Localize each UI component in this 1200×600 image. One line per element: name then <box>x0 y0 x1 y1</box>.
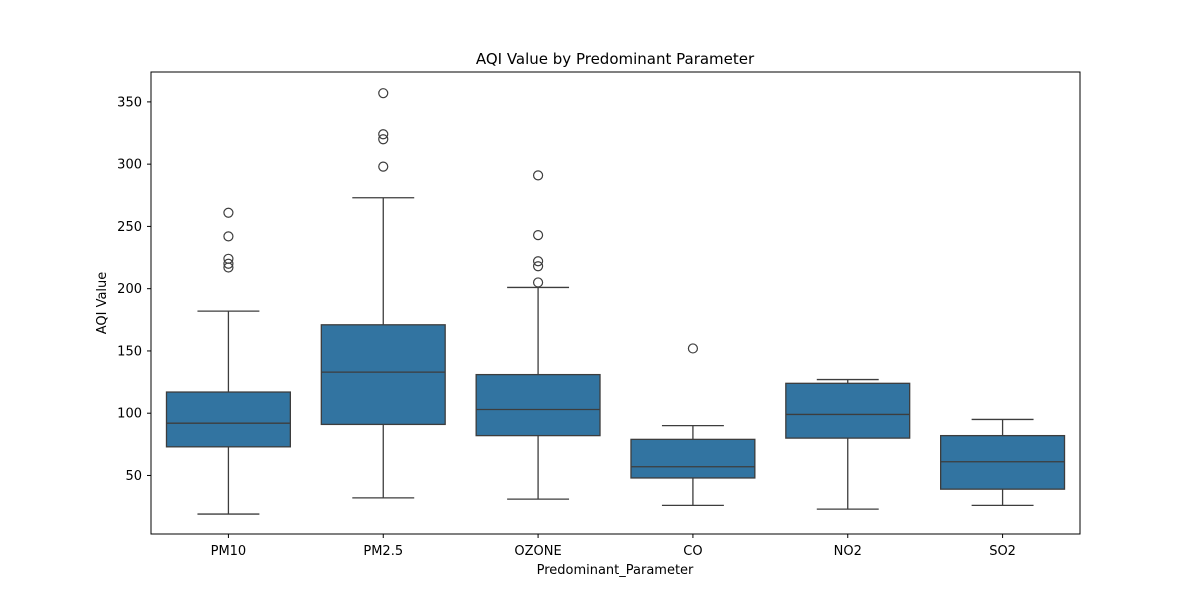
x-tick-label: CO <box>683 544 702 559</box>
chart-title: AQI Value by Predominant Parameter <box>476 50 755 68</box>
x-tick-label: NO2 <box>834 544 862 559</box>
outlier-point <box>223 253 234 264</box>
y-tick-label: 200 <box>117 282 142 297</box>
y-tick-label: 100 <box>117 407 142 422</box>
outlier-point <box>687 343 699 354</box>
plot-area <box>165 88 1066 515</box>
box-group-co <box>630 343 756 507</box>
x-axis-ticks: PM10 PM2.5 OZONE CO NO2 SO2 <box>211 534 1016 559</box>
y-tick-label: 250 <box>117 220 142 235</box>
box-group-pm25 <box>320 88 446 499</box>
outlier-point <box>223 231 234 242</box>
outlier-point <box>378 161 389 172</box>
x-axis-label: Predominant_Parameter <box>537 563 694 578</box>
axes-frame <box>150 71 1081 535</box>
box-group-ozone <box>475 170 601 500</box>
y-tick-label: 300 <box>117 158 142 173</box>
y-tick-label: 350 <box>117 95 142 110</box>
y-tick-label: 150 <box>117 344 142 359</box>
outlier-point <box>532 256 544 267</box>
iqr-box <box>165 391 292 448</box>
box-group-no2 <box>785 378 911 510</box>
iqr-box <box>630 438 756 479</box>
x-tick-label: OZONE <box>514 544 561 559</box>
outlier-point <box>223 207 234 218</box>
outlier-point <box>378 129 389 140</box>
outlier-point <box>532 277 544 288</box>
iqr-box <box>785 382 911 439</box>
box-group-pm10 <box>165 207 292 515</box>
x-tick-label: PM10 <box>211 544 247 559</box>
outlier-point <box>378 88 389 99</box>
x-tick-label: PM2.5 <box>363 544 403 559</box>
outlier-point <box>532 170 544 181</box>
outlier-point <box>378 134 389 145</box>
outlier-point <box>223 258 234 269</box>
outlier-point <box>532 261 544 272</box>
x-tick-label: SO2 <box>989 544 1016 559</box>
iqr-box <box>475 373 601 437</box>
outlier-point <box>532 230 544 241</box>
box-group-so2 <box>940 418 1066 507</box>
y-axis-ticks: 50 100 150 200 250 300 350 <box>117 95 151 484</box>
y-tick-label: 50 <box>125 469 142 484</box>
y-axis-label: AQI Value <box>95 272 110 335</box>
iqr-box <box>320 324 446 426</box>
